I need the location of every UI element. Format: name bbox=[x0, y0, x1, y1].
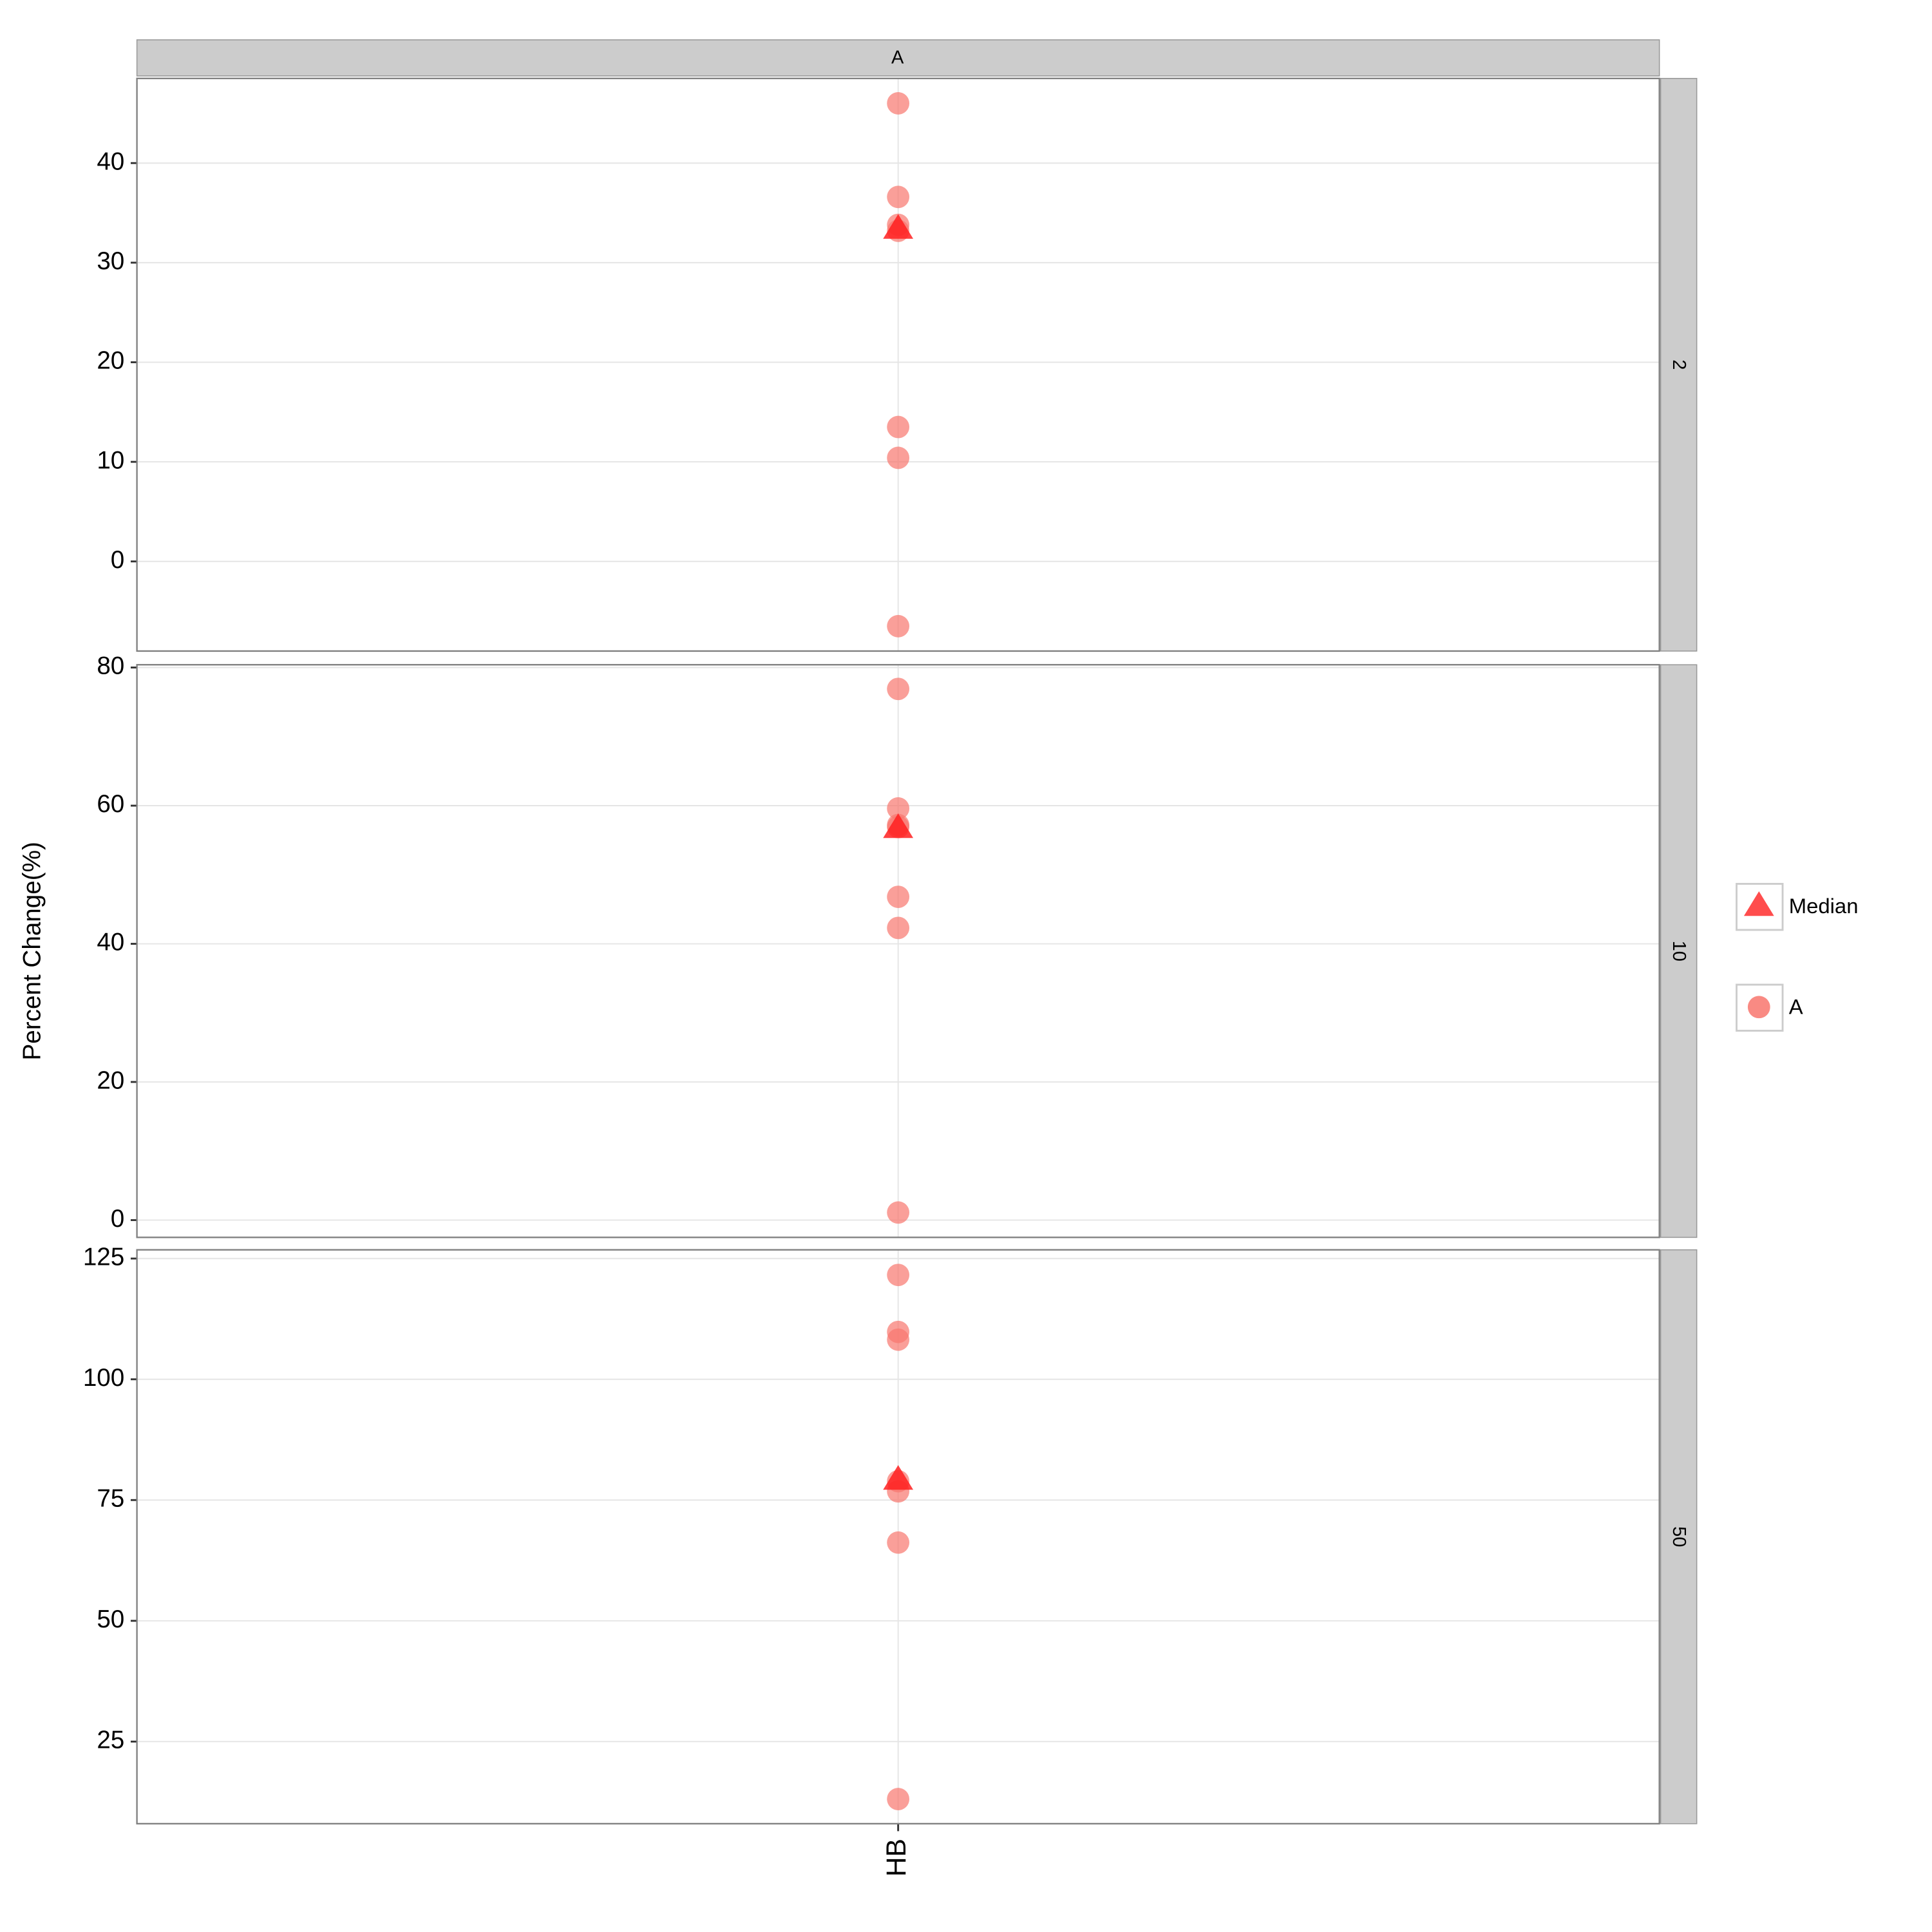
point bbox=[887, 614, 910, 638]
row-strip-label: 50 bbox=[1669, 1526, 1689, 1547]
row-strip bbox=[1660, 664, 1698, 1238]
row-strip-label: 2 bbox=[1669, 359, 1689, 370]
y-tick-label: 30 bbox=[97, 247, 124, 275]
x-tick-label: HB bbox=[882, 1839, 912, 1877]
y-tick-label: 20 bbox=[97, 347, 124, 375]
y-tick-label: 100 bbox=[83, 1364, 124, 1392]
median-marker bbox=[883, 1465, 914, 1490]
panel-border bbox=[136, 1249, 1660, 1824]
legend-label: A bbox=[1789, 994, 1803, 1018]
point bbox=[887, 415, 910, 439]
point bbox=[887, 1264, 910, 1287]
y-tick-label: 0 bbox=[111, 1205, 125, 1233]
column-strip bbox=[136, 39, 1660, 77]
point bbox=[887, 1201, 910, 1224]
y-tick-label: 0 bbox=[111, 546, 125, 574]
point bbox=[887, 916, 910, 940]
point bbox=[887, 677, 910, 701]
point bbox=[887, 886, 910, 909]
point bbox=[887, 185, 910, 209]
point bbox=[887, 1531, 910, 1554]
y-tick-label: 40 bbox=[97, 147, 124, 175]
point bbox=[887, 446, 910, 469]
row-strip-label: 10 bbox=[1669, 941, 1689, 961]
y-tick-label: 20 bbox=[97, 1066, 124, 1094]
point bbox=[887, 92, 910, 115]
y-tick-label: 125 bbox=[83, 1243, 124, 1271]
y-tick-label: 60 bbox=[97, 790, 124, 818]
y-tick-label: 50 bbox=[97, 1605, 124, 1633]
y-tick-label: 10 bbox=[97, 446, 124, 474]
panel-border bbox=[136, 77, 1660, 652]
column-strip-label: A bbox=[891, 48, 904, 68]
row-strip bbox=[1660, 1249, 1698, 1824]
median-marker bbox=[883, 813, 914, 838]
legend-label: Median bbox=[1789, 894, 1859, 918]
y-tick-label: 25 bbox=[97, 1727, 124, 1754]
median-marker bbox=[883, 214, 914, 239]
y-tick-label: 75 bbox=[97, 1484, 124, 1512]
point bbox=[887, 1788, 910, 1810]
legend-symbol bbox=[1747, 996, 1770, 1019]
y-tick-label: 40 bbox=[97, 929, 124, 956]
point bbox=[887, 1328, 910, 1351]
y-tick-label: 80 bbox=[97, 652, 124, 680]
row-strip bbox=[1660, 78, 1698, 652]
y-axis-label: Percent Change(%) bbox=[18, 842, 46, 1060]
legend-symbol bbox=[1743, 891, 1774, 916]
panel-border bbox=[136, 664, 1660, 1238]
point bbox=[887, 797, 910, 820]
